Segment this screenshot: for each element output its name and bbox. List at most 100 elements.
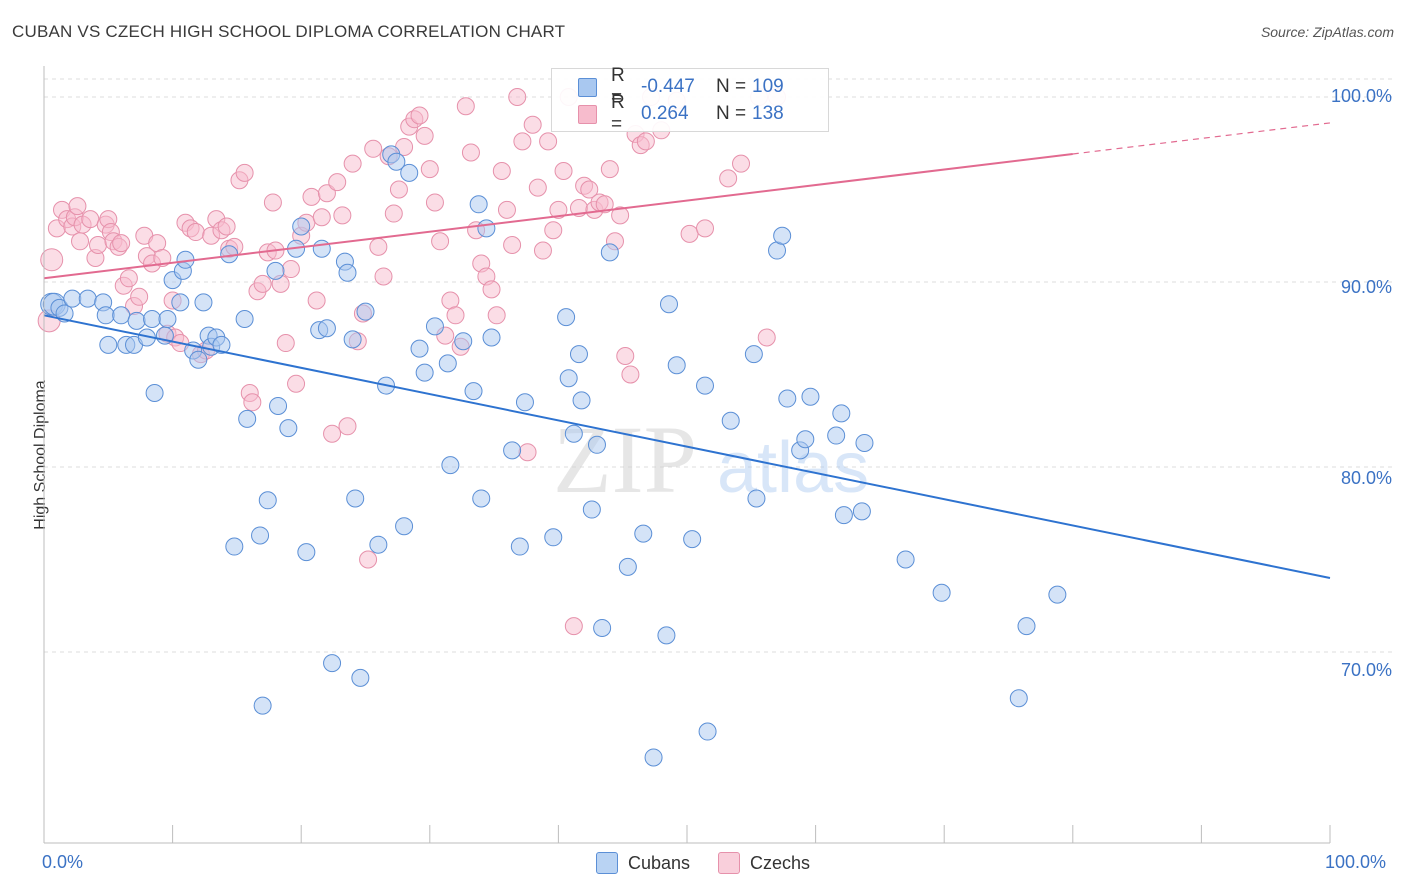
- cubans-point: [96, 306, 115, 325]
- czechs-point: [539, 132, 558, 151]
- czechs-point: [431, 232, 450, 251]
- cubans-point: [454, 332, 473, 351]
- cubans-point: [266, 261, 285, 280]
- cubans-point: [171, 293, 190, 312]
- cubans-point: [415, 363, 434, 382]
- correlation-legend: R = -0.447 N = 109 R = 0.264 N = 138: [551, 65, 829, 135]
- czechs-point: [235, 163, 254, 182]
- cubans-point: [1009, 689, 1028, 708]
- cubans-point: [557, 308, 576, 327]
- cubans-point: [618, 557, 637, 576]
- czechs-point: [757, 328, 776, 347]
- cubans-point: [747, 489, 766, 508]
- r-label: R =: [611, 65, 625, 108]
- legend-item-czechs[interactable]: Czechs: [718, 852, 810, 874]
- cubans-point: [279, 419, 298, 438]
- y-tick-label-80: 80.0%: [1340, 468, 1392, 488]
- cubans-point: [634, 524, 653, 543]
- cubans-point: [212, 335, 231, 354]
- czechs-point: [323, 424, 342, 443]
- czechs-point: [425, 193, 444, 212]
- cubans-point: [441, 456, 460, 475]
- cubans-point: [696, 376, 715, 395]
- czechs-point: [243, 393, 262, 412]
- cubans-point: [657, 626, 676, 645]
- czechs-point: [611, 206, 630, 225]
- czechs-point: [89, 236, 108, 254]
- legend-item-cubans[interactable]: Cubans: [595, 852, 690, 874]
- czechs-point: [446, 306, 465, 325]
- n-value: 138: [752, 103, 784, 124]
- czechs-point: [384, 204, 403, 223]
- czechs-point: [359, 550, 378, 569]
- cubans-point: [855, 433, 874, 452]
- cubans-point: [346, 489, 365, 508]
- cubans-point: [827, 426, 846, 445]
- czechs-point: [528, 178, 547, 197]
- r-label: R =: [611, 92, 625, 135]
- czechs-point: [112, 234, 131, 253]
- cubans-points: [40, 145, 1067, 767]
- czechs-point: [503, 236, 522, 254]
- czechs-point: [492, 162, 511, 180]
- cubans-point: [425, 317, 444, 336]
- x-tick-label-min: 0.0%: [42, 852, 84, 872]
- czechs-point: [420, 160, 439, 179]
- czechs-trend-line: [43, 152, 1073, 280]
- czechs-point: [719, 169, 738, 188]
- czechs-point: [461, 143, 480, 162]
- cubans-point: [744, 345, 763, 364]
- czechs-point: [595, 195, 614, 214]
- cubans-point: [258, 491, 277, 510]
- czechs-point: [369, 237, 388, 256]
- czechs-point: [333, 206, 352, 225]
- czechs-point: [415, 126, 434, 145]
- cubans-trend-line: [43, 314, 1331, 579]
- cubans-point: [63, 289, 82, 308]
- czechs-trend-line-extension: [1072, 122, 1331, 155]
- czechs-point: [338, 417, 357, 436]
- trend-lines: [43, 122, 1331, 579]
- czechs-point: [81, 210, 100, 229]
- cubans-point: [469, 195, 488, 214]
- czechs-point: [364, 139, 383, 158]
- cubans-point: [587, 435, 606, 454]
- czechs-point: [696, 219, 715, 238]
- czechs-point: [544, 221, 563, 240]
- cubans-point: [387, 152, 406, 171]
- cubans-point: [667, 356, 686, 375]
- czechs-point: [456, 97, 475, 116]
- czechs-point: [302, 187, 321, 206]
- cubans-point: [582, 500, 601, 519]
- cubans-point: [99, 335, 118, 354]
- cubans-point: [189, 350, 208, 369]
- cubans-point: [510, 537, 529, 556]
- cubans-point: [253, 696, 272, 715]
- cubans-point: [559, 369, 578, 388]
- x-tick-label-max: 100.0%: [1325, 852, 1387, 872]
- czechs-point: [276, 334, 295, 353]
- czechs-point: [533, 241, 552, 260]
- czechs-point: [549, 200, 568, 219]
- cubans-point: [852, 502, 871, 521]
- czechs-point: [374, 267, 393, 286]
- cubans-point: [292, 217, 311, 236]
- legend-label-cubans: Cubans: [627, 852, 690, 873]
- cubans-point: [194, 293, 213, 312]
- czechs-swatch: [718, 852, 740, 874]
- cubans-point: [515, 393, 534, 412]
- czechs-point: [636, 132, 655, 151]
- czechs-point: [389, 180, 408, 199]
- cubans-point: [323, 654, 342, 673]
- czechs-point: [317, 184, 336, 203]
- czechs-point: [281, 260, 300, 279]
- cubans-point: [343, 330, 362, 349]
- cubans-point: [1048, 585, 1067, 604]
- cubans-point: [238, 409, 257, 428]
- czechs-point: [287, 374, 306, 393]
- cubans-point: [369, 535, 388, 554]
- czechs-point: [616, 347, 635, 365]
- cubans-point: [112, 306, 131, 325]
- czechs-point: [186, 223, 205, 242]
- czechs-point: [580, 180, 599, 199]
